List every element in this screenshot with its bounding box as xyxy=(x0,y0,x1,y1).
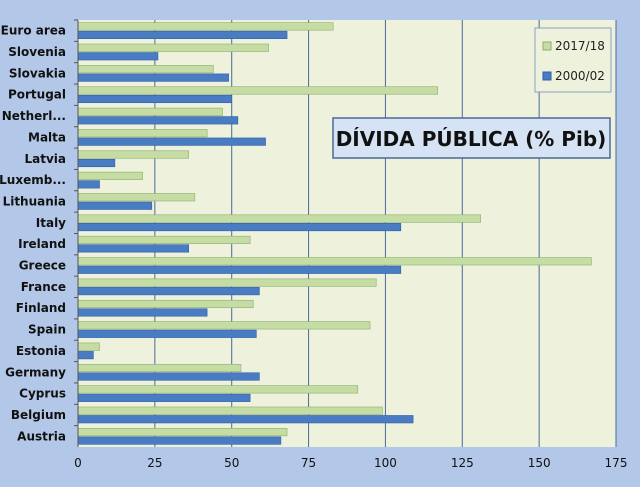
bar-2000-02-12 xyxy=(77,287,260,296)
bar-2017-18-5 xyxy=(77,129,208,138)
bar-2000-02-14 xyxy=(77,329,257,338)
bar-2017-18-10 xyxy=(77,235,251,244)
bar-2000-02-4 xyxy=(77,116,239,125)
x-tick-label-150: 150 xyxy=(528,456,551,470)
legend-label-2017-18: 2017/18 xyxy=(555,39,605,53)
bar-2000-02-11 xyxy=(77,265,402,274)
bar-2000-02-2 xyxy=(77,73,229,82)
bar-2000-02-16 xyxy=(77,372,260,381)
bars xyxy=(77,22,592,445)
bar-2017-18-16 xyxy=(77,363,242,373)
x-tick-label-75: 75 xyxy=(301,456,316,470)
chart-title: DÍVIDA PÚBLICA (% Pib) xyxy=(336,127,607,151)
bar-2000-02-17 xyxy=(77,393,251,402)
category-label: Cyprus xyxy=(19,387,66,401)
category-label: Portugal xyxy=(8,88,66,102)
category-label: Ireland xyxy=(18,237,66,251)
bar-2000-02-15 xyxy=(77,351,94,360)
bar-2017-18-8 xyxy=(77,193,196,202)
x-tick-label-125: 125 xyxy=(451,456,474,470)
category-label: Slovenia xyxy=(8,45,66,59)
bar-2017-18-17 xyxy=(77,385,359,394)
category-label: Finland xyxy=(16,301,66,315)
bar-2000-02-8 xyxy=(77,201,153,210)
category-label: France xyxy=(21,280,66,294)
title-box: DÍVIDA PÚBLICA (% Pib) xyxy=(332,117,611,159)
category-label: Netherl... xyxy=(2,109,66,123)
bar-2000-02-18 xyxy=(77,415,414,424)
category-label: Italy xyxy=(36,216,66,230)
category-label: Latvia xyxy=(24,152,66,166)
bar-2017-18-15 xyxy=(77,342,100,351)
bar-2017-18-11 xyxy=(77,257,592,266)
category-label: Malta xyxy=(28,130,66,144)
bar-2017-18-0 xyxy=(77,22,334,31)
bar-2017-18-2 xyxy=(77,65,214,74)
category-label: Spain xyxy=(28,323,66,337)
x-tick-label-0: 0 xyxy=(74,456,82,470)
x-axis-ticks: 0 25 50 75 100 125 150 175 xyxy=(74,456,627,470)
category-label: Greece xyxy=(19,259,66,273)
bar-2000-02-7 xyxy=(77,180,100,189)
category-label: Luxemb... xyxy=(0,173,66,187)
category-label: Estonia xyxy=(16,344,66,358)
bar-2000-02-10 xyxy=(77,244,189,253)
legend: 2017/18 2000/02 xyxy=(534,27,612,93)
category-label: Belgium xyxy=(11,408,66,422)
bar-2017-18-1 xyxy=(77,43,269,52)
x-tick-label-50: 50 xyxy=(224,456,239,470)
category-label: Germany xyxy=(5,365,66,379)
legend-frame xyxy=(534,27,612,93)
bar-2017-18-6 xyxy=(77,150,189,159)
category-label: Slovakia xyxy=(9,66,66,80)
x-tick-label-100: 100 xyxy=(374,456,397,470)
bar-2017-18-19 xyxy=(77,428,288,437)
bar-2000-02-1 xyxy=(77,52,159,61)
bar-2000-02-0 xyxy=(77,30,288,39)
bar-2017-18-18 xyxy=(77,406,383,415)
bar-2000-02-9 xyxy=(77,223,402,232)
category-label: Lithuania xyxy=(3,194,66,208)
bar-2017-18-3 xyxy=(77,86,438,95)
bar-2017-18-13 xyxy=(77,299,254,309)
bar-2000-02-6 xyxy=(77,158,116,168)
x-tick-label-25: 25 xyxy=(147,456,162,470)
bar-2000-02-19 xyxy=(77,436,282,445)
bar-2017-18-9 xyxy=(77,214,482,223)
category-label: Austria xyxy=(17,429,66,443)
category-labels: Euro area Slovenia Slovakia Portugal Netherl… xyxy=(0,19,78,443)
bar-2017-18-4 xyxy=(77,107,223,116)
bar-2000-02-13 xyxy=(77,308,208,317)
title-frame xyxy=(332,117,611,159)
legend-label-2000-02: 2000/02 xyxy=(555,69,605,83)
x-tick-label-175: 175 xyxy=(605,456,628,470)
category-label: Euro area xyxy=(1,24,66,38)
legend-swatch-2017-18 xyxy=(542,41,552,51)
bar-2000-02-3 xyxy=(77,94,233,104)
bar-2017-18-12 xyxy=(77,278,377,287)
bar-2017-18-14 xyxy=(77,321,371,330)
legend-swatch-2000-02 xyxy=(542,71,552,81)
bar-2000-02-5 xyxy=(77,137,266,146)
bar-2017-18-7 xyxy=(77,171,143,180)
